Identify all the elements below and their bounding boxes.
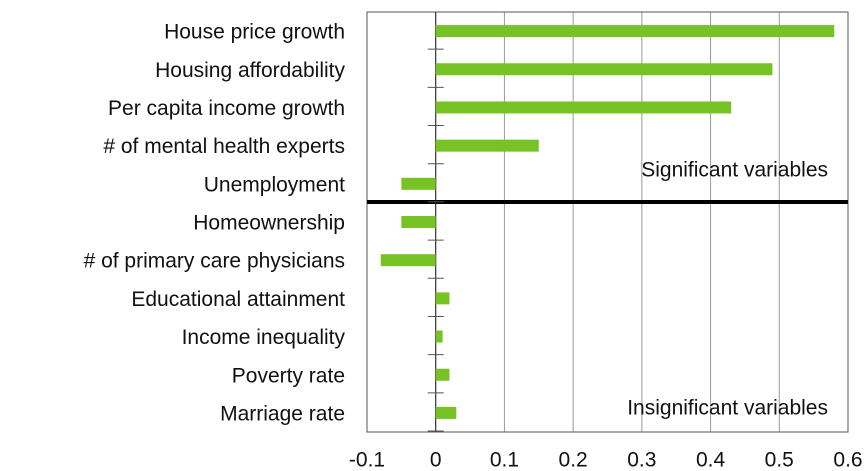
- y-tick-label: Income inequality: [182, 326, 346, 349]
- x-tick-label: 0.6: [833, 449, 862, 471]
- y-tick-label: Poverty rate: [232, 364, 345, 387]
- y-tick-label: Marriage rate: [220, 402, 345, 425]
- bar: [401, 177, 436, 190]
- y-tick-label: Housing affordability: [155, 59, 345, 82]
- y-tick-label: # of primary care physicians: [84, 250, 345, 273]
- x-tick-label: -0.1: [349, 449, 385, 471]
- y-tick-label: Educational attainment: [131, 288, 345, 311]
- bar: [435, 25, 835, 38]
- bar: [380, 254, 436, 267]
- x-tick-label: 0.5: [765, 449, 794, 471]
- y-tick-label: Per capita income growth: [108, 97, 345, 120]
- bar: [435, 139, 539, 152]
- bar: [435, 292, 450, 305]
- annotation: Insignificant variables: [627, 397, 828, 420]
- y-tick-label: Homeownership: [193, 212, 345, 235]
- bar: [401, 216, 436, 228]
- x-tick-label: 0.4: [696, 449, 726, 471]
- plot-frame: [366, 11, 849, 433]
- x-tick-label: 0.1: [490, 449, 519, 471]
- bar: [435, 101, 732, 114]
- y-tick-label: Unemployment: [204, 173, 345, 196]
- bar: [435, 330, 443, 343]
- x-tick-label: 0.2: [559, 449, 588, 471]
- y-tick-label: House price growth: [164, 21, 345, 44]
- bar: [435, 63, 773, 76]
- bar: [435, 406, 457, 419]
- annotation: Significant variables: [641, 159, 828, 182]
- bar: [435, 368, 450, 381]
- y-tick-label: # of mental health experts: [103, 135, 345, 158]
- x-tick-label: 0.3: [627, 449, 656, 471]
- x-tick-label: 0: [430, 449, 442, 471]
